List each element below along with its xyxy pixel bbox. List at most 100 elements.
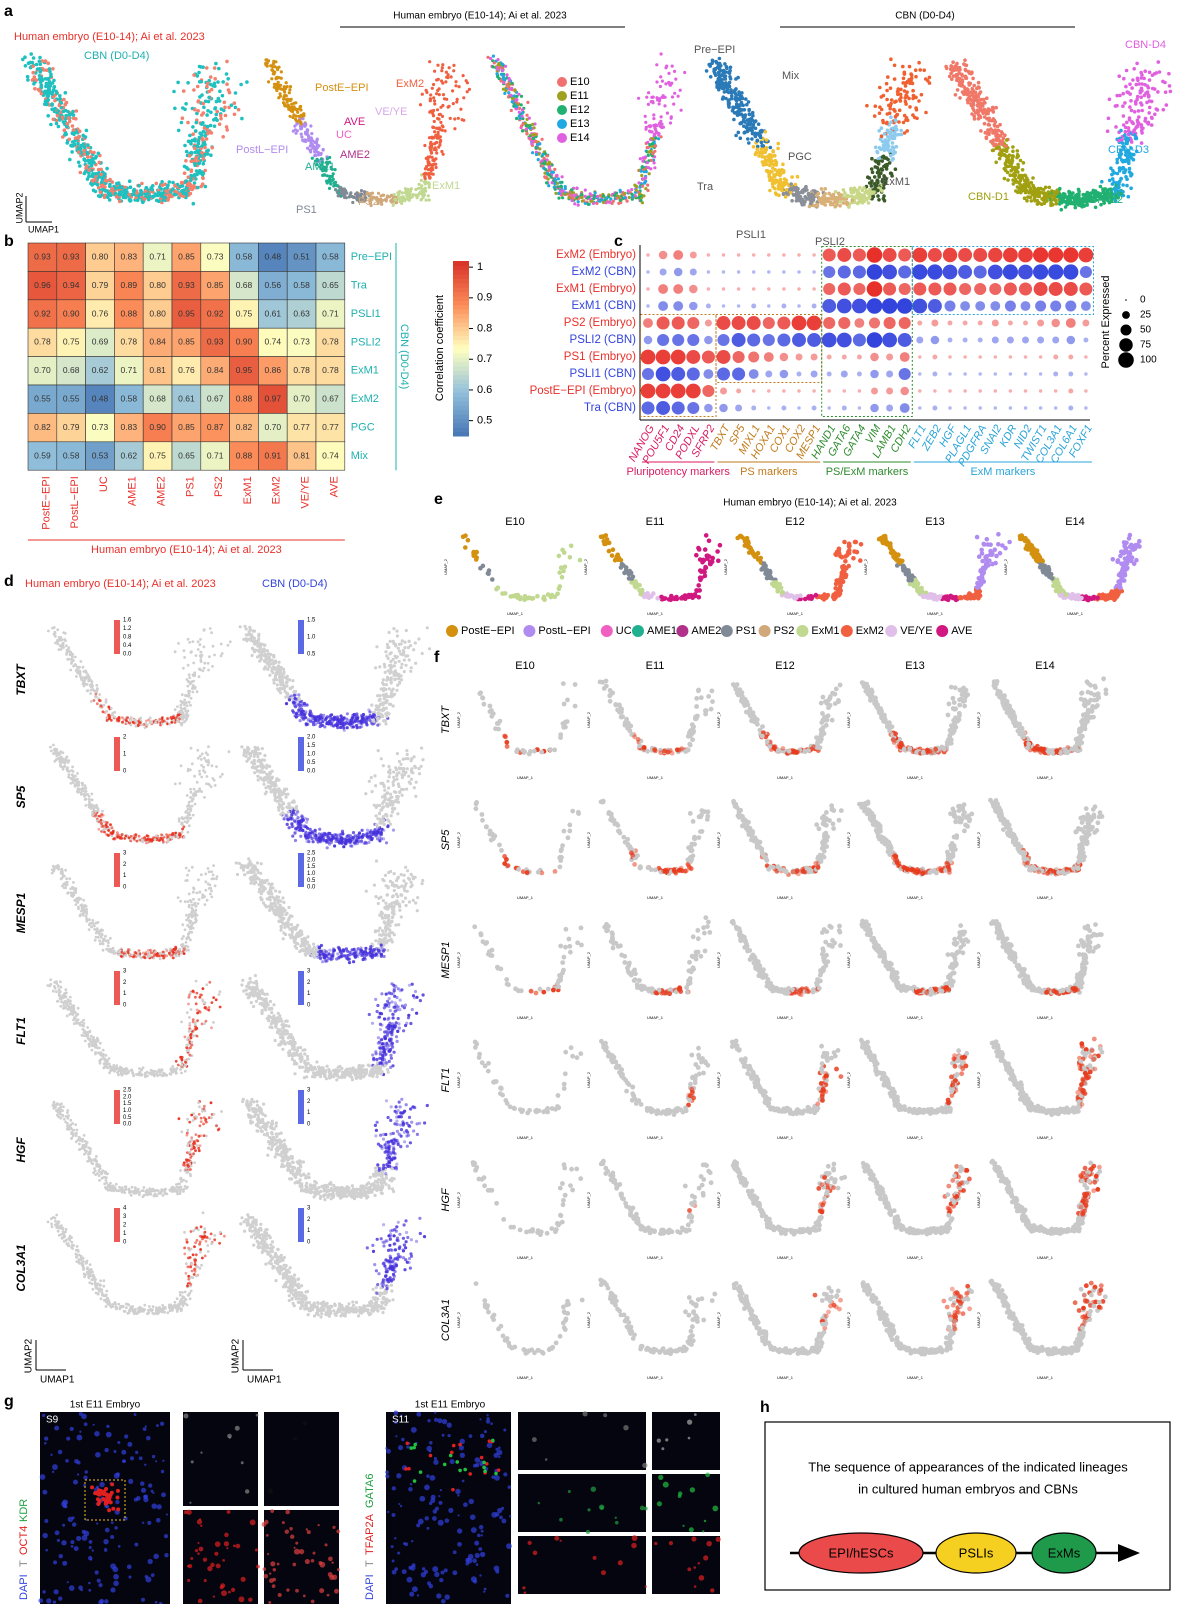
cell-point: [147, 198, 151, 202]
dot: [797, 253, 800, 256]
dot: [749, 369, 759, 379]
cell-point: [70, 150, 74, 154]
cell-point: [1128, 105, 1132, 109]
cell-point: [758, 150, 762, 154]
cell-point: [757, 154, 761, 158]
cell-point: [205, 85, 209, 89]
cell-point: [197, 142, 201, 146]
cell-point: [660, 52, 663, 55]
cell-point: [623, 196, 626, 199]
dot: [899, 283, 911, 295]
cell-value: 0.55: [63, 393, 80, 403]
cell-point: [62, 120, 66, 124]
cell-point: [723, 62, 727, 66]
cell-point: [145, 186, 149, 190]
panel-label: f: [434, 649, 440, 666]
cell-point: [642, 194, 645, 197]
cell-point: [557, 192, 560, 195]
dot: [792, 316, 807, 331]
cell-point: [501, 63, 504, 66]
cell-point: [521, 115, 524, 118]
cell-point: [655, 96, 658, 99]
cell-point: [576, 187, 579, 190]
cell-point: [64, 117, 68, 121]
cell-point: [568, 196, 571, 199]
cell-point: [765, 169, 769, 173]
cell-point: [48, 67, 52, 71]
cell-value: 0.51: [293, 251, 310, 261]
cell-point: [332, 178, 335, 181]
cell-point: [63, 103, 67, 107]
row-label: Mix: [351, 450, 369, 462]
cell-point: [762, 160, 766, 164]
cell-point: [892, 150, 896, 154]
cell-point: [911, 89, 915, 93]
cell-point: [530, 142, 533, 145]
dot: [931, 320, 938, 327]
cell-point: [304, 122, 307, 125]
cell-point: [76, 142, 80, 146]
label: PostL−EPI: [236, 144, 288, 156]
cell-point: [886, 135, 890, 139]
marker-box: [641, 315, 717, 417]
cell-point: [880, 95, 884, 99]
dot: [974, 283, 986, 295]
cell-point: [1121, 104, 1125, 108]
dot: [958, 265, 972, 279]
cell-point: [83, 152, 87, 156]
label: UC: [336, 129, 352, 141]
dot: [767, 270, 770, 273]
cell-point: [183, 171, 187, 175]
cell-point: [221, 652, 224, 655]
cell-point: [608, 201, 611, 204]
cell-point: [850, 191, 854, 195]
cell-point: [633, 184, 636, 187]
cell-point: [105, 701, 108, 704]
cell-point: [206, 149, 210, 153]
cell-point: [229, 640, 232, 643]
cell-point: [905, 95, 909, 99]
cell-point: [908, 105, 912, 109]
cell-point: [225, 125, 229, 129]
cell-point: [994, 161, 998, 165]
dot: [1018, 248, 1033, 263]
cell-point: [1136, 95, 1140, 99]
dot: [932, 406, 937, 411]
dot: [1068, 355, 1073, 360]
label: PS/ExM markers: [826, 466, 909, 478]
cell-point: [1031, 176, 1035, 180]
cell-point: [637, 97, 640, 100]
dot: [733, 351, 745, 363]
dot: [656, 401, 670, 415]
cell-point: [185, 193, 189, 197]
cell-point: [72, 128, 76, 132]
cell-point: [219, 117, 223, 121]
cell-point: [538, 147, 541, 150]
dot: [960, 301, 970, 311]
colorbar-segment: [453, 401, 469, 406]
cell-point: [371, 192, 374, 195]
cell-point: [561, 175, 564, 178]
dot: [657, 316, 670, 329]
cell-point: [200, 144, 204, 148]
cell-point: [1129, 99, 1133, 103]
dot: [992, 337, 999, 344]
cell-point: [68, 158, 72, 162]
cell-point: [521, 129, 524, 132]
cell-point: [205, 66, 209, 70]
cell-point: [944, 65, 948, 69]
cell-point: [873, 175, 877, 179]
cell-point: [212, 645, 215, 648]
dot: [689, 302, 698, 311]
dot: [689, 285, 698, 294]
cell-point: [1148, 99, 1152, 103]
column-label: PS1: [184, 476, 196, 497]
cell-point: [845, 202, 849, 206]
cell-point: [1143, 69, 1147, 73]
cell-point: [1056, 189, 1060, 193]
cell-point: [192, 662, 195, 665]
cell-value: 0.86: [265, 365, 282, 375]
cell-point: [503, 92, 506, 95]
dot: [671, 350, 686, 365]
column-label: PS2: [213, 476, 225, 497]
